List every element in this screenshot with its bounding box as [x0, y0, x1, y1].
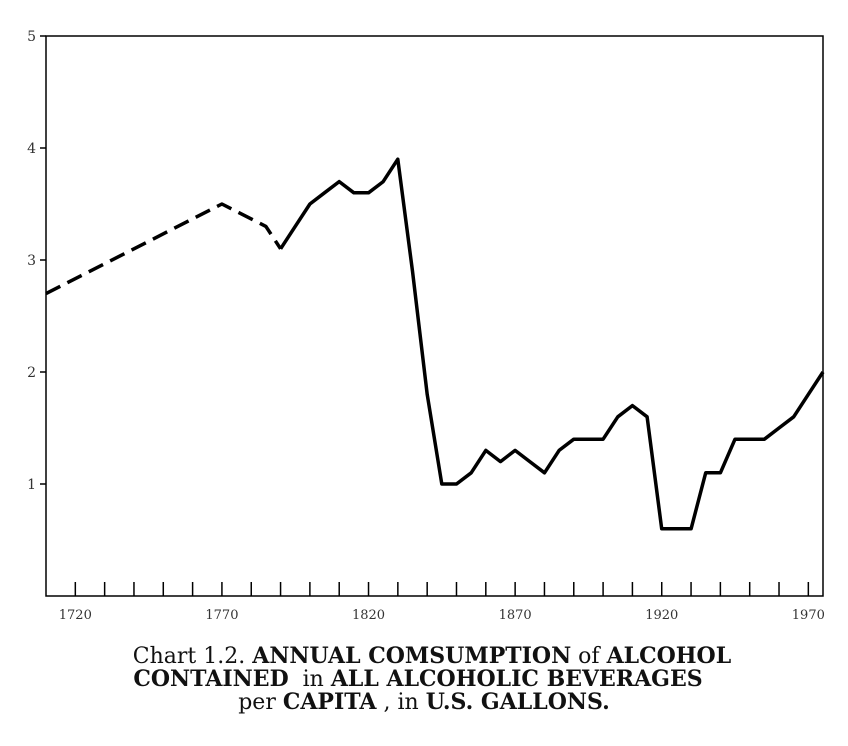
caption-in: in — [288, 667, 331, 692]
y-tick-label: 5 — [27, 29, 36, 45]
caption-in-2: , in — [376, 690, 426, 715]
caption-prefix: Chart 1.2. — [132, 644, 253, 669]
caption-annual-consumption: ANNUAL COMSUMPTION — [252, 643, 572, 669]
caption-alcohol: ALCOHOL — [606, 643, 732, 669]
x-tick-label: 1870 — [499, 608, 532, 623]
caption-us-gallons: U.S. GALLONS. — [425, 689, 610, 715]
x-tick-label: 1770 — [205, 608, 238, 623]
y-axis: 1 2 3 4 5 — [27, 29, 46, 493]
caption-all-beverages: ALL ALCOHOLIC BEVERAGES — [330, 666, 703, 692]
caption-line-1: Chart 1.2. ANNUAL COMSUMPTION of ALCOHOL — [0, 643, 848, 669]
plot-frame — [45, 35, 824, 597]
y-tick-label: 2 — [27, 365, 36, 381]
consumption-chart: 1 2 3 4 5 1720 1770 1820 1870 1920 1970 — [27, 29, 825, 623]
caption-of: of — [571, 644, 607, 669]
x-tick-label: 1820 — [352, 608, 385, 623]
y-tick-label: 4 — [27, 141, 36, 157]
series-layer — [45, 157, 825, 531]
y-tick-label: 3 — [27, 253, 36, 269]
caption-line-2: CONTAINED in ALL ALCOHOLIC BEVERAGES — [0, 666, 848, 692]
caption-capita: CAPITA — [282, 689, 377, 715]
chart-caption: Chart 1.2. ANNUAL COMSUMPTION of ALCOHOL… — [0, 643, 848, 715]
caption-line-3: per CAPITA , in U.S. GALLONS. — [0, 689, 848, 715]
x-tick-label: 1720 — [59, 608, 92, 623]
series-line-estimated — [45, 202, 283, 296]
caption-contained: CONTAINED — [133, 666, 289, 692]
x-tick-label: 1970 — [792, 608, 825, 623]
y-tick-label: 1 — [27, 477, 36, 493]
x-tick-label: 1920 — [645, 608, 678, 623]
series-line-recorded — [279, 157, 825, 531]
x-axis: 1720 1770 1820 1870 1920 1970 — [59, 582, 825, 623]
caption-per: per — [238, 690, 283, 715]
